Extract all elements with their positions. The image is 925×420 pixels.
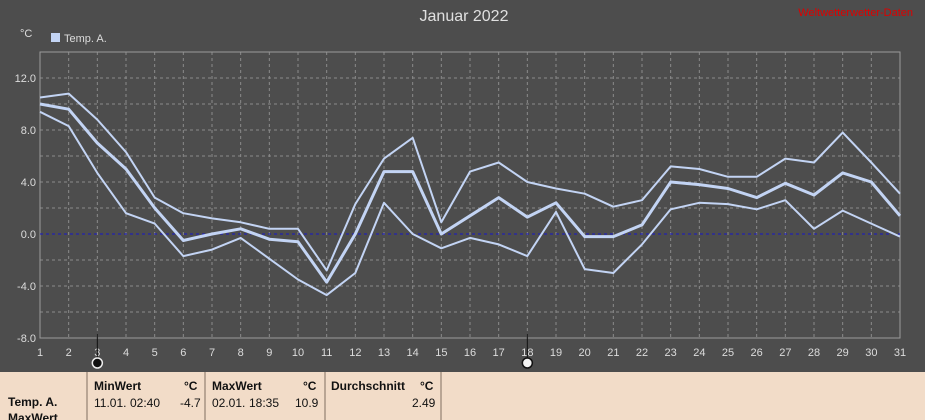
stats-divider [86, 372, 88, 420]
x-tick-label: 2 [66, 347, 72, 359]
y-tick-label: 12.0 [15, 73, 36, 85]
series-line-min [39, 110, 901, 297]
y-axis: 12.0 8.0 4.0 0.0 -4.0 -8.0 [15, 73, 36, 345]
x-axis: 1234567891011121314151617181920212223242… [37, 347, 906, 359]
x-tick-label: 14 [407, 347, 419, 359]
stats-row-label: Temp. A. [8, 395, 58, 409]
x-tick-label: 8 [238, 347, 244, 359]
x-tick-label: 5 [152, 347, 158, 359]
x-tick-label: 25 [722, 347, 734, 359]
full-moon-icon [521, 357, 534, 369]
max-value: 10.9 [295, 396, 319, 410]
x-tick-label: 9 [266, 347, 272, 359]
legend-swatch [51, 33, 60, 42]
min-unit: °C [184, 379, 198, 393]
y-unit-label: °C [20, 28, 32, 40]
x-tick-label: 30 [865, 347, 877, 359]
stats-divider [204, 372, 206, 420]
stats-row-label-2: MaxWert [8, 411, 58, 420]
x-tick-label: 31 [894, 347, 906, 359]
x-tick-label: 4 [123, 347, 129, 359]
x-tick-label: 17 [493, 347, 505, 359]
x-tick-label: 10 [292, 347, 304, 359]
x-tick-label: 29 [837, 347, 849, 359]
plot-frame [39, 51, 901, 339]
min-time: 02:40 [130, 396, 161, 410]
x-tick-label: 20 [579, 347, 591, 359]
stats-panel: Temp. A. MaxWert MinWert °C 11.01. 02:40… [0, 372, 925, 420]
x-tick-label: 21 [607, 347, 619, 359]
y-tick-label: 4.0 [21, 177, 36, 189]
stats-divider [324, 372, 326, 420]
x-tick-label: 27 [779, 347, 791, 359]
x-tick-label: 24 [693, 347, 705, 359]
x-tick-label: 26 [751, 347, 763, 359]
new-moon-icon [91, 357, 104, 369]
max-time: 18:35 [249, 396, 280, 410]
max-date: 02.01. [212, 396, 246, 410]
max-header: MaxWert [212, 379, 262, 393]
legend: Temp. A. [51, 33, 107, 45]
max-unit: °C [303, 379, 317, 393]
temperature-chart: Januar 2022 Weltwetterwetter-Daten °C Te… [15, 7, 913, 369]
y-tick-label: 8.0 [21, 125, 36, 137]
x-tick-label: 15 [435, 347, 447, 359]
x-tick-label: 6 [180, 347, 186, 359]
series-layer [39, 92, 902, 297]
x-tick-label: 16 [464, 347, 476, 359]
y-tick-label: 0.0 [21, 229, 36, 241]
x-tick-label: 22 [636, 347, 648, 359]
avg-value: 2.49 [412, 396, 436, 410]
avg-unit: °C [420, 379, 434, 393]
x-tick-label: 28 [808, 347, 820, 359]
min-date: 11.01. [94, 396, 127, 410]
series-line-max [39, 92, 901, 272]
grid [40, 52, 900, 338]
series-line-mean [39, 102, 902, 284]
x-tick-label: 1 [37, 347, 43, 359]
min-header: MinWert [94, 379, 142, 393]
y-tick-label: -8.0 [17, 333, 36, 345]
chart-title: Januar 2022 [420, 8, 509, 25]
stats-divider [440, 372, 442, 420]
y-tick-label: -4.0 [17, 281, 36, 293]
watermark-text: Weltwetterwetter-Daten [798, 7, 913, 19]
x-tick-label: 13 [378, 347, 390, 359]
x-tick-label: 19 [550, 347, 562, 359]
x-tick-label: 11 [321, 347, 332, 359]
x-tick-label: 12 [349, 347, 361, 359]
min-value: -4.7 [180, 396, 201, 410]
moon-markers [91, 334, 534, 369]
legend-label: Temp. A. [64, 33, 107, 45]
x-tick-label: 7 [209, 347, 215, 359]
avg-header: Durchschnitt [331, 379, 406, 393]
x-tick-label: 23 [665, 347, 677, 359]
